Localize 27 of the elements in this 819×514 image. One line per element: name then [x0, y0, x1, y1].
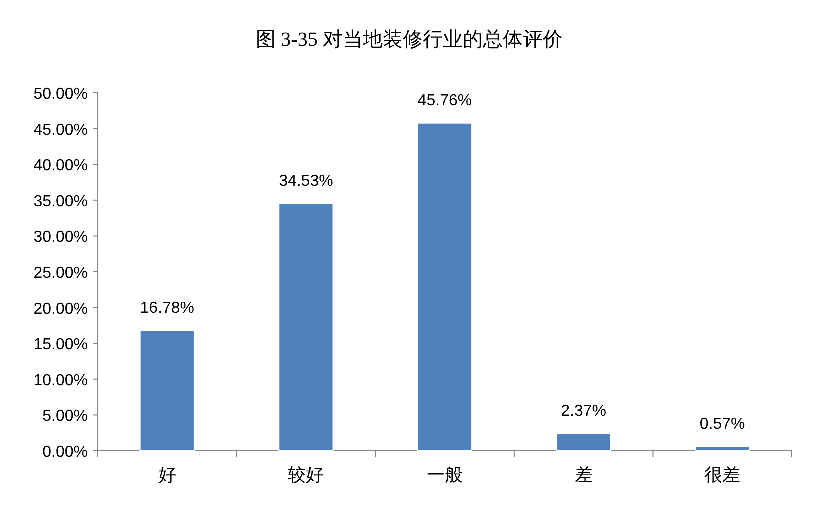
y-tick-label: 45.00%: [34, 122, 88, 139]
y-tick-label: 35.00%: [34, 193, 88, 210]
x-tick-label: 一般: [427, 465, 463, 485]
y-tick-label: 15.00%: [34, 336, 88, 354]
data-label: 2.37%: [561, 403, 606, 420]
data-label: 0.57%: [700, 416, 746, 433]
x-tick-label: 较好: [288, 465, 324, 485]
y-tick-label: 20.00%: [34, 300, 88, 318]
bar: [417, 122, 473, 452]
y-tick-label: 10.00%: [34, 372, 88, 390]
x-tick-label: 好: [158, 465, 176, 485]
y-tick-label: 40.00%: [34, 158, 88, 175]
data-label: 34.53%: [279, 172, 334, 190]
x-tick-label: 很差: [704, 465, 741, 485]
chart-title: 图 3-35 对当地装修行业的总体评价: [256, 29, 563, 51]
bar: [140, 330, 195, 452]
data-label: 45.76%: [418, 92, 472, 110]
data-label: 16.78%: [140, 300, 195, 317]
y-tick-label: 25.00%: [34, 265, 88, 282]
bar: [695, 446, 750, 452]
y-tick-label: 0.00%: [42, 444, 88, 461]
y-tick-label: 30.00%: [34, 229, 88, 246]
bar: [556, 434, 612, 452]
y-tick-label: 5.00%: [42, 408, 88, 426]
y-tick-label: 50.00%: [34, 86, 88, 103]
x-tick-label: 差: [574, 465, 593, 485]
bar: [278, 203, 334, 452]
